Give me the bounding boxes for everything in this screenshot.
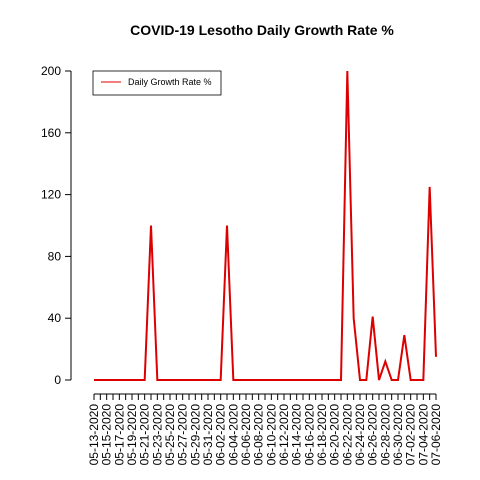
- y-axis: 0 40 80 120 160 200: [41, 64, 72, 387]
- legend: Daily Growth Rate %: [92, 70, 222, 96]
- x-tick-label: 06-12-2020: [277, 404, 291, 466]
- y-tick-label: 160: [41, 126, 61, 140]
- x-tick-label: 05-29-2020: [188, 404, 202, 466]
- x-tick-label: 06-10-2020: [264, 404, 278, 466]
- x-tick-label: 06-08-2020: [252, 404, 266, 466]
- x-tick-label: 06-28-2020: [378, 404, 392, 466]
- x-tick-label: 06-14-2020: [290, 404, 304, 466]
- x-tick-label: 05-27-2020: [176, 404, 190, 466]
- x-tick-label: 06-06-2020: [239, 404, 253, 466]
- x-tick-label: 05-19-2020: [125, 404, 139, 466]
- x-axis: 05-13-202005-15-202005-17-202005-19-2020…: [87, 393, 443, 466]
- x-tick-label: 06-22-2020: [340, 404, 354, 466]
- x-tick-label: 05-21-2020: [138, 404, 152, 466]
- x-tick-label: 05-23-2020: [150, 404, 164, 466]
- x-tick-label: 06-30-2020: [391, 404, 405, 466]
- x-tick-label: 07-06-2020: [429, 404, 443, 466]
- x-tick-label: 06-16-2020: [302, 404, 316, 466]
- x-tick-label: 07-02-2020: [404, 404, 418, 466]
- x-tick-label: 06-04-2020: [226, 404, 240, 466]
- y-tick-label: 120: [41, 188, 61, 202]
- x-tick-label: 06-18-2020: [315, 404, 329, 466]
- x-tick-label: 05-25-2020: [163, 404, 177, 466]
- x-tick-label: 05-17-2020: [112, 404, 126, 466]
- legend-box: [92, 70, 222, 96]
- x-tick-label: 05-31-2020: [201, 404, 215, 466]
- x-tick-label: 05-13-2020: [87, 404, 101, 466]
- y-tick-label: 80: [48, 249, 62, 263]
- chart-title: COVID-19 Lesotho Daily Growth Rate %: [130, 22, 394, 38]
- x-tick-label: 06-26-2020: [366, 404, 380, 466]
- y-tick-label: 0: [54, 373, 61, 387]
- x-tick-label: 07-04-2020: [416, 404, 430, 466]
- x-tick-label: 05-15-2020: [100, 404, 114, 466]
- legend-label: Daily Growth Rate %: [128, 77, 212, 87]
- y-tick-label: 200: [41, 64, 61, 78]
- series-line-daily-growth-rate: [94, 70, 437, 381]
- x-tick-label: 06-24-2020: [353, 404, 367, 466]
- series-layer: [94, 70, 437, 381]
- y-tick-label: 40: [48, 311, 62, 325]
- x-tick-label: 06-20-2020: [328, 404, 342, 466]
- x-tick-label: 06-02-2020: [214, 404, 228, 466]
